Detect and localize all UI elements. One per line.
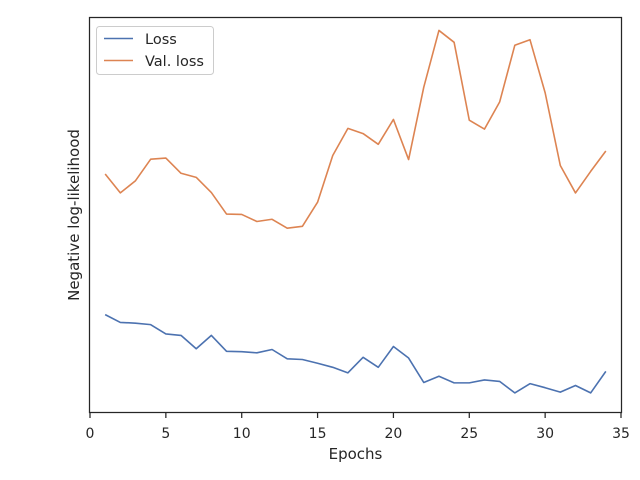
x-tick-label: 5 (161, 426, 170, 442)
x-tick-label: 30 (536, 426, 554, 442)
x-tick-label: 0 (86, 426, 95, 442)
x-tick-label: 10 (233, 426, 251, 442)
plot-frame (88, 16, 623, 414)
x-axis-ticks: 0 5 10 15 20 25 30 35 (86, 412, 630, 442)
legend: Loss Val. loss (96, 26, 214, 75)
x-axis-label: Epochs (329, 445, 383, 463)
legend-label-val-loss: Val. loss (145, 54, 204, 70)
series-line-loss (104, 313, 607, 394)
y-axis-label: Negative log-likelihood (65, 129, 83, 301)
x-tick-label: 15 (309, 426, 327, 442)
series-line-val-loss (104, 29, 607, 229)
legend-label-loss: Loss (145, 32, 177, 48)
x-tick-label: 35 (612, 426, 630, 442)
x-tick-label: 25 (460, 426, 478, 442)
x-tick-label: 20 (385, 426, 403, 442)
lines-layer (104, 29, 607, 394)
